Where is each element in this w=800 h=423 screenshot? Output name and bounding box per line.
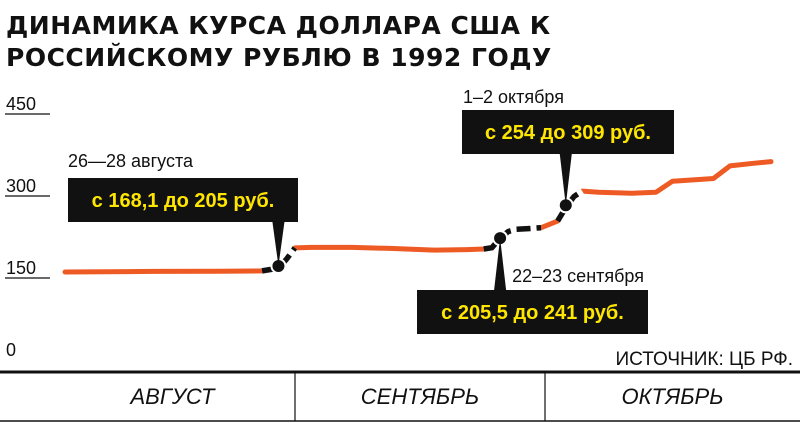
x-axis	[0, 370, 800, 422]
y-axis: 0 150 300 450	[5, 94, 50, 360]
callout-box	[68, 178, 298, 222]
y-tick-label: 450	[6, 94, 36, 114]
callout-pointer	[272, 222, 285, 266]
y-tick-label: 0	[6, 340, 16, 360]
highlight-segments	[261, 188, 584, 274]
callout-date-label: 1–2 октября	[463, 87, 564, 107]
callout-text: с 168,1 до 205 руб.	[92, 190, 275, 212]
callout-date-label: 22–23 сентября	[512, 266, 644, 286]
y-tick-label: 300	[6, 176, 36, 196]
callout-text: с 254 до 309 руб.	[485, 122, 651, 144]
callout-pointer	[494, 238, 507, 290]
highlight-segment	[483, 224, 542, 252]
event-markers	[270, 197, 574, 274]
month-label-october: ОКТЯБРЬ	[621, 384, 724, 409]
source-label: ИСТОЧНИК: ЦБ РФ.	[615, 349, 793, 370]
month-label-august: АВГУСТ	[130, 384, 215, 409]
callouts: с 168,1 до 205 руб. 26—28 августа с 205,5 …	[68, 87, 674, 334]
chart-title: ДИНАМИКА КУРСА ДОЛЛАРА США К РОССИЙСКОМУ…	[6, 11, 552, 72]
callout-date-label: 26—28 августа	[68, 151, 194, 171]
callout-box	[417, 290, 648, 334]
month-label-september: СЕНТЯБРЬ	[360, 384, 480, 409]
callout-text: с 205,5 до 241 руб.	[441, 302, 624, 324]
callout-box	[462, 110, 674, 154]
callout-pointer	[559, 154, 572, 206]
y-tick-label: 150	[6, 258, 36, 278]
